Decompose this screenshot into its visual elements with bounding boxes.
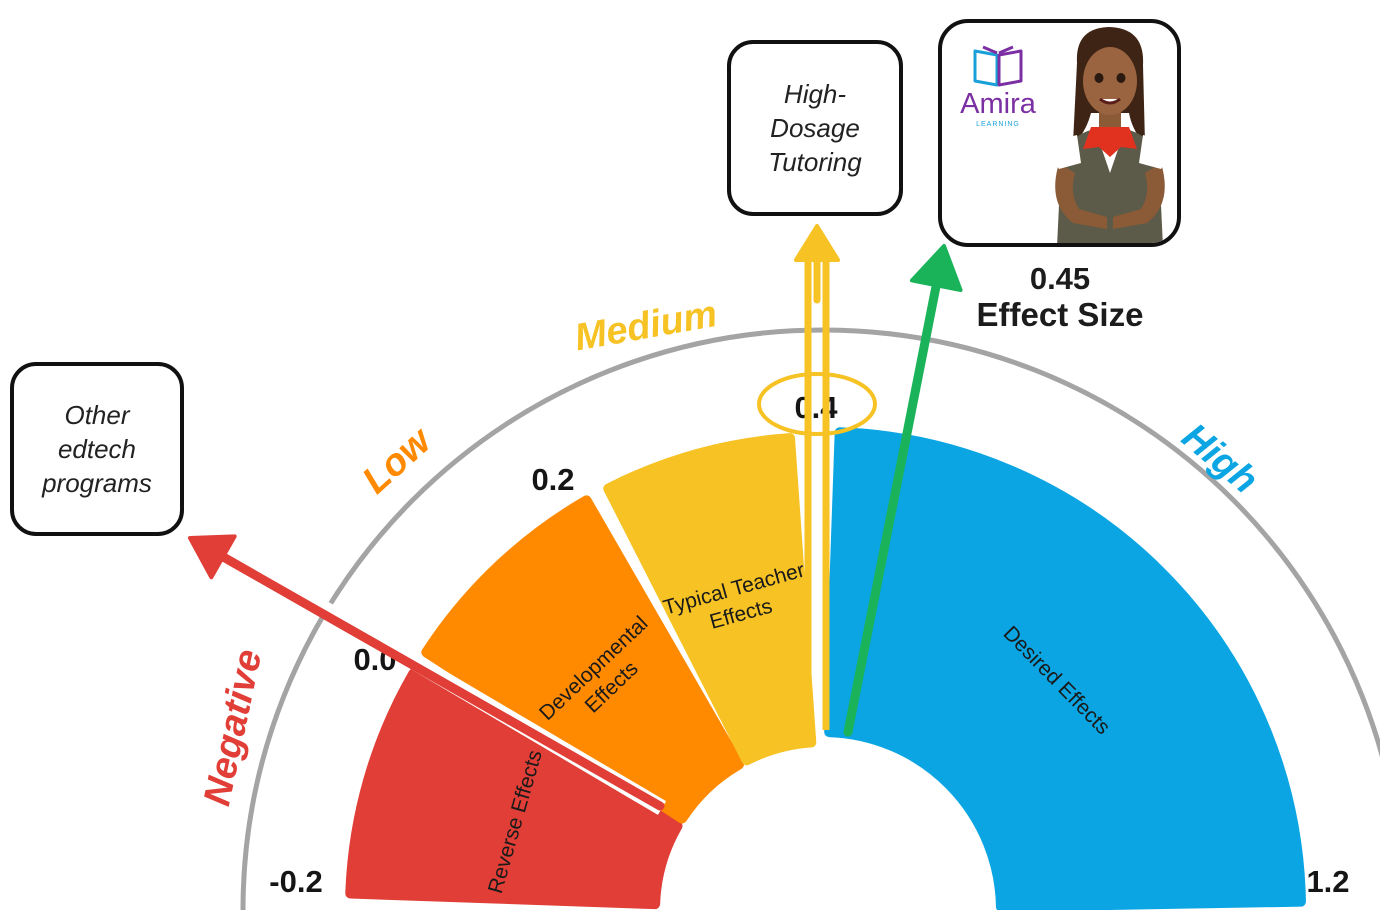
- callout-line: Other: [64, 400, 130, 430]
- gauge-segment-typical-teacher: [603, 433, 817, 766]
- callout-line: Dosage: [770, 113, 860, 143]
- effect-size-value: 0.45: [1029, 261, 1091, 296]
- gauge-segment-desired: [824, 427, 1306, 910]
- tick-label: 0.2: [531, 462, 574, 497]
- zone-label-medium: Medium: [572, 293, 721, 359]
- callout-line: High-: [783, 79, 847, 109]
- pointer-high-dosage: [793, 224, 841, 304]
- zone-label-negative: Negative: [196, 646, 270, 810]
- callout-line: programs: [42, 468, 152, 498]
- zone-label-low: Low: [355, 418, 441, 502]
- gauge-segment-developmental: [421, 495, 744, 824]
- effect-size-label: Effect Size: [976, 296, 1144, 333]
- high-dosage-tutoring-callout: High- Dosage Tutoring: [727, 40, 903, 216]
- open-book-icon: [973, 45, 1023, 87]
- tick-label: 1.2: [1306, 864, 1349, 899]
- highlight-circle: [757, 372, 877, 436]
- tick-label: -0.2: [269, 864, 322, 899]
- pointer-other-edtech: [188, 534, 665, 811]
- pointer-amira: [843, 244, 963, 737]
- amira-logo-sub: LEARNING: [976, 121, 1020, 128]
- amira-effect-size-caption: 0.45 Effect Size: [940, 262, 1180, 334]
- amira-character-illustration: [1051, 27, 1169, 243]
- amira-logo: Amira LEARNING: [954, 45, 1042, 128]
- other-edtech-callout: Other edtech programs: [10, 362, 184, 536]
- callout-line: edtech: [57, 434, 137, 464]
- pointer-high-dosage-shaft: [804, 262, 830, 730]
- callout-line: Tutoring: [768, 147, 862, 177]
- amira-logo-name: Amira: [960, 88, 1036, 120]
- gauge-segment-reverse: [345, 668, 683, 910]
- amira-card: Amira LEARNING: [938, 19, 1181, 247]
- tick-label: 0.4: [794, 390, 838, 425]
